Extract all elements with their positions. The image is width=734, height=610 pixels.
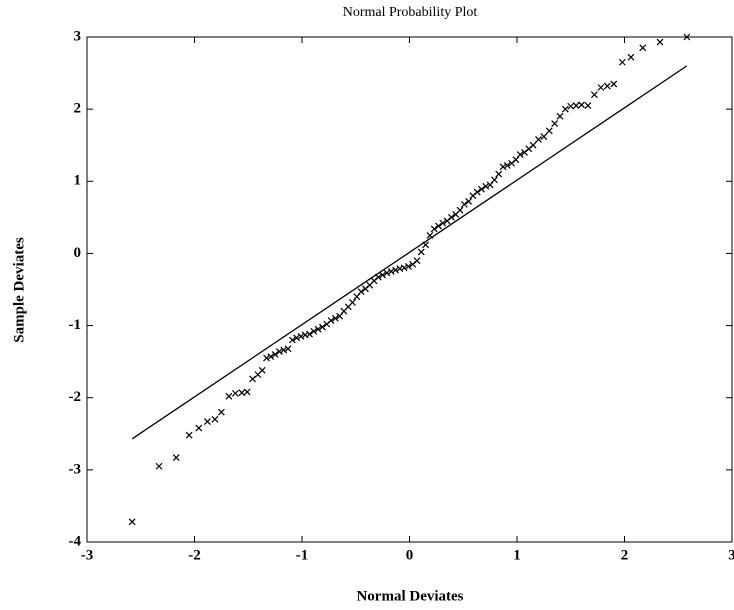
y-tick-label: 3 (74, 28, 82, 44)
x-tick-label: -2 (188, 547, 201, 563)
point (238, 389, 246, 397)
point (439, 219, 447, 227)
point (578, 101, 585, 109)
point (482, 182, 490, 190)
point (211, 415, 219, 423)
point (231, 389, 239, 397)
point (297, 332, 305, 340)
point (185, 431, 193, 439)
point (314, 325, 322, 333)
y-tick-label: 1 (74, 173, 82, 189)
point (430, 225, 438, 233)
point (203, 418, 211, 425)
point (387, 268, 395, 275)
point (572, 102, 580, 109)
point (310, 327, 318, 335)
point (392, 266, 399, 274)
x-tick-label: -3 (81, 547, 94, 563)
point (225, 392, 233, 400)
point (535, 136, 542, 143)
x-tick-label: 0 (406, 547, 414, 563)
point (195, 424, 203, 432)
y-tick-label: -4 (69, 533, 82, 549)
point (349, 299, 356, 306)
point (327, 317, 335, 324)
chart-title: Normal Probability Plot (343, 5, 478, 20)
point (590, 91, 598, 99)
point (271, 351, 279, 358)
y-tick-label: -2 (69, 389, 82, 405)
point (413, 257, 421, 265)
point (249, 375, 256, 383)
point (293, 334, 301, 342)
point (465, 198, 473, 205)
point (422, 241, 430, 249)
point (267, 353, 275, 361)
point (491, 176, 498, 184)
point (618, 58, 626, 66)
point (656, 38, 664, 46)
point (435, 222, 442, 230)
point (627, 53, 635, 61)
point (495, 170, 503, 178)
point (172, 454, 180, 462)
plot-frame (86, 36, 733, 543)
y-tick-label: -1 (69, 317, 82, 333)
point (405, 262, 412, 270)
point (128, 518, 136, 526)
point (516, 151, 524, 159)
point (374, 273, 382, 281)
y-tick-label: -3 (69, 461, 82, 477)
point (460, 200, 468, 208)
point (551, 120, 559, 127)
point (306, 330, 313, 338)
point (456, 206, 464, 214)
point (280, 346, 288, 354)
reference-line (131, 65, 688, 440)
point (379, 271, 387, 279)
point (499, 163, 507, 171)
point (529, 141, 537, 149)
point (263, 354, 270, 362)
point (319, 323, 326, 331)
point (284, 345, 292, 353)
point (478, 185, 485, 193)
y-axis-label: Sample Deviates (11, 237, 27, 343)
x-tick-label: 1 (513, 547, 521, 563)
point (597, 84, 605, 91)
point (288, 336, 296, 344)
y-tick-label: 0 (74, 245, 82, 261)
point (400, 264, 408, 272)
x-axis-label: Normal Deviates (356, 588, 463, 604)
point (357, 288, 365, 296)
point (545, 127, 553, 135)
x-tick-label: 3 (728, 547, 734, 563)
point (383, 269, 391, 277)
point (217, 408, 225, 416)
point (258, 366, 266, 374)
point (556, 112, 564, 120)
point (639, 44, 647, 52)
point (331, 314, 339, 322)
point (603, 82, 611, 90)
point (448, 213, 455, 221)
point (243, 388, 251, 396)
point (683, 33, 691, 41)
point (417, 248, 425, 256)
point (610, 80, 618, 88)
point (503, 161, 511, 169)
point (276, 348, 283, 355)
point (540, 133, 548, 140)
x-tick-label: 2 (621, 547, 629, 563)
point (473, 188, 481, 196)
x-tick-label: -1 (296, 547, 309, 563)
point (155, 462, 163, 470)
point (561, 105, 569, 113)
y-tick-label: 2 (74, 101, 82, 117)
point (584, 102, 592, 109)
point (426, 231, 434, 239)
point (567, 102, 575, 110)
